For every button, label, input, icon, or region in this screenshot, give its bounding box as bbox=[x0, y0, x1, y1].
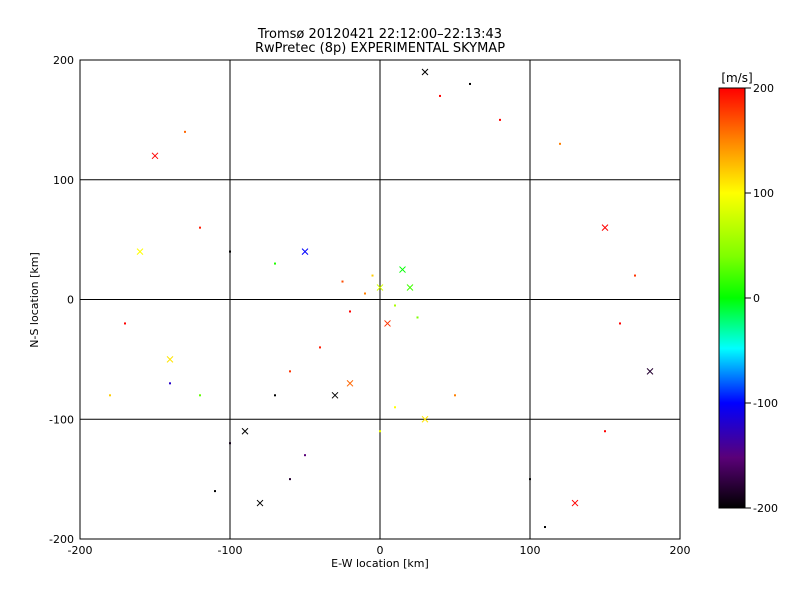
y-tick-labels: -200 -100 0 100 200 bbox=[49, 54, 74, 546]
data-point-dot bbox=[289, 370, 291, 373]
colorbar-label: [m/s] bbox=[721, 71, 752, 85]
data-point-dot bbox=[394, 406, 396, 409]
data-point-dot bbox=[499, 118, 501, 121]
data-point-cross bbox=[241, 427, 249, 435]
data-point-cross bbox=[421, 68, 429, 76]
colorbar-tick-label: 200 bbox=[753, 82, 774, 95]
data-point-dot bbox=[199, 226, 201, 229]
data-point-cross bbox=[399, 266, 406, 273]
data-point-cross bbox=[601, 224, 609, 232]
colorbar-tick-labels: 200 100 0 -100 -200 bbox=[745, 82, 778, 515]
data-point-dot bbox=[109, 394, 111, 397]
x-tick-label: 200 bbox=[670, 544, 691, 557]
data-point-dot bbox=[229, 250, 231, 253]
y-tick-label: -100 bbox=[49, 413, 74, 426]
data-point-dot bbox=[341, 280, 344, 283]
x-tick-label: -200 bbox=[68, 544, 93, 557]
data-point-dot bbox=[544, 526, 546, 529]
data-point-dot bbox=[371, 274, 374, 277]
data-point-dot bbox=[469, 82, 471, 85]
data-point-dot bbox=[184, 130, 186, 133]
chart-title: Tromsø 20120421 22:12:00–22:13:43 bbox=[257, 27, 502, 42]
data-point-dot bbox=[529, 478, 531, 481]
colorbar bbox=[718, 87, 746, 509]
colorbar-tick-label: -200 bbox=[753, 502, 778, 515]
data-point-dot bbox=[364, 292, 366, 295]
data-point-cross bbox=[256, 499, 264, 507]
data-point-dot bbox=[124, 322, 126, 325]
y-tick-label: 100 bbox=[53, 174, 74, 187]
colorbar-tick-label: 0 bbox=[753, 292, 760, 305]
data-point-cross bbox=[376, 284, 384, 291]
data-point-dot bbox=[199, 394, 201, 397]
data-point-dot bbox=[559, 142, 561, 145]
data-points bbox=[109, 68, 654, 529]
y-axis-label: N-S location [km] bbox=[28, 252, 41, 348]
y-tick-label: 0 bbox=[67, 294, 74, 307]
chart-subtitle: RwPretec (8p) EXPERIMENTAL SKYMAP bbox=[255, 41, 505, 56]
data-point-dot bbox=[379, 430, 381, 433]
data-point-cross bbox=[301, 248, 309, 255]
data-point-dot bbox=[214, 490, 216, 493]
data-point-cross bbox=[571, 499, 579, 507]
data-point-cross bbox=[646, 367, 654, 375]
data-point-cross bbox=[406, 284, 414, 291]
data-point-cross bbox=[151, 152, 159, 160]
data-point-dot bbox=[604, 430, 606, 433]
data-point-dot bbox=[304, 454, 306, 457]
data-point-dot bbox=[274, 262, 276, 265]
x-tick-label: 0 bbox=[377, 544, 384, 557]
data-point-cross bbox=[384, 320, 391, 327]
y-tick-label: 200 bbox=[53, 54, 74, 67]
data-point-dot bbox=[454, 394, 456, 397]
data-point-cross bbox=[346, 379, 354, 387]
data-point-dot bbox=[619, 322, 621, 325]
x-tick-labels: -200 -100 0 100 200 bbox=[68, 544, 691, 557]
data-point-dot bbox=[439, 94, 441, 97]
colorbar-tick-label: -100 bbox=[753, 397, 778, 410]
data-point-dot bbox=[229, 442, 231, 445]
data-point-dot bbox=[274, 394, 276, 397]
data-point-dot bbox=[169, 382, 171, 385]
data-point-cross bbox=[166, 356, 174, 363]
data-point-dot bbox=[349, 310, 351, 313]
y-tick-label: -200 bbox=[49, 533, 74, 546]
colorbar-tick-label: 100 bbox=[753, 187, 774, 200]
x-axis-label: E-W location [km] bbox=[331, 557, 429, 570]
data-point-dot bbox=[319, 346, 321, 349]
data-point-dot bbox=[289, 478, 291, 481]
x-tick-label: 100 bbox=[520, 544, 541, 557]
x-tick-label: -100 bbox=[218, 544, 243, 557]
data-point-cross bbox=[331, 391, 339, 399]
grid-lines bbox=[80, 60, 680, 539]
data-point-cross bbox=[136, 248, 144, 255]
data-point-dot bbox=[416, 316, 419, 319]
data-point-cross bbox=[421, 415, 429, 423]
data-point-dot bbox=[634, 274, 636, 277]
data-point-dot bbox=[394, 304, 396, 307]
